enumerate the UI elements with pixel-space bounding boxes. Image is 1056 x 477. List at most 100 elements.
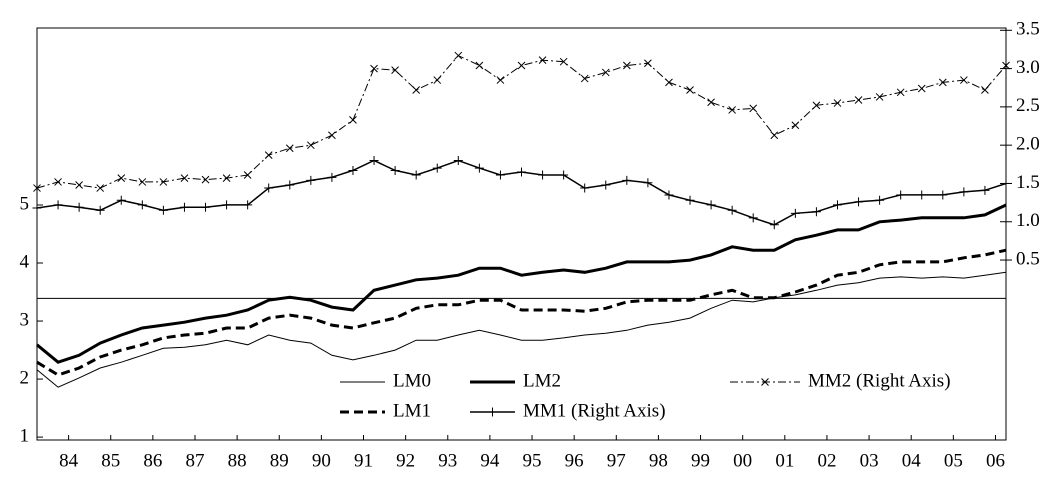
y-tick-label: 5 (20, 193, 30, 214)
series-line (36, 271, 1007, 388)
x-tick-label: 84 (59, 450, 79, 471)
marker (454, 51, 463, 60)
marker (264, 151, 273, 159)
marker (54, 178, 62, 186)
marker (264, 183, 274, 193)
series-line (36, 248, 1007, 377)
marker (811, 207, 821, 217)
marker (95, 205, 105, 215)
marker (707, 98, 715, 107)
x-tick-label: 04 (902, 450, 922, 471)
y2-tick-label: 2.0 (1016, 134, 1040, 155)
x-tick-label: 05 (944, 450, 963, 471)
series-line (36, 203, 1007, 364)
marker (833, 99, 842, 107)
marker (201, 202, 211, 212)
marker (622, 61, 631, 70)
y-tick-label: 3 (20, 309, 30, 330)
x-tick-label: 94 (480, 450, 500, 471)
marker (74, 202, 84, 212)
marker (517, 61, 526, 70)
marker (306, 141, 315, 150)
marker (875, 195, 885, 205)
marker (201, 175, 210, 184)
marker (369, 155, 379, 165)
marker (348, 165, 358, 175)
y2-tick-label: 1.5 (1016, 172, 1040, 193)
marker (53, 200, 63, 210)
marker (243, 171, 252, 179)
marker (981, 86, 989, 94)
marker (1002, 61, 1010, 70)
x-tick-label: 97 (607, 450, 626, 471)
x-tick-label: 99 (691, 450, 710, 471)
x-tick-label: 98 (649, 450, 668, 471)
marker (938, 78, 947, 87)
marker (432, 163, 442, 173)
marker (960, 76, 968, 84)
legend-label: LM0 (393, 370, 431, 391)
legend-label: LM2 (523, 370, 561, 391)
marker (433, 76, 442, 84)
marker (538, 56, 547, 65)
marker (832, 200, 842, 210)
y-tick-label: 1 (20, 425, 30, 446)
marker (391, 66, 399, 74)
marker (896, 190, 906, 200)
x-tick-label: 01 (775, 450, 794, 471)
marker (33, 184, 41, 192)
x-tick-label: 89 (270, 450, 289, 471)
marker (390, 165, 400, 175)
marker (686, 86, 694, 94)
marker (769, 220, 779, 230)
marker (622, 175, 632, 185)
marker (243, 200, 253, 210)
marker (812, 101, 821, 110)
x-tick-label: 06 (986, 450, 1005, 471)
marker (580, 183, 590, 193)
y2-tick-label: 3.0 (1016, 57, 1040, 78)
marker (643, 178, 653, 188)
legend-marker (761, 378, 769, 386)
marker (327, 172, 337, 182)
marker (664, 190, 674, 200)
y-tick-label: 2 (20, 367, 30, 388)
marker (159, 178, 168, 186)
marker (1001, 178, 1011, 188)
y-tick-label: 4 (20, 251, 30, 272)
marker (854, 197, 864, 207)
x-tick-label: 96 (565, 450, 584, 471)
x-tick-label: 03 (860, 450, 879, 471)
marker (559, 170, 569, 180)
marker (179, 202, 189, 212)
marker (285, 144, 294, 153)
marker (601, 68, 610, 77)
x-tick-label: 85 (101, 450, 120, 471)
legend-label: MM1 (Right Axis) (523, 400, 666, 421)
marker (791, 121, 800, 130)
x-tick-label: 86 (143, 450, 162, 471)
marker (495, 170, 505, 180)
marker (790, 208, 800, 218)
marker (875, 93, 884, 101)
marker (727, 205, 737, 215)
marker (706, 200, 716, 210)
marker (137, 200, 147, 210)
marker (517, 167, 526, 177)
marker (117, 174, 126, 182)
marker (474, 163, 484, 173)
marker (96, 184, 105, 192)
x-tick-label: 02 (817, 450, 836, 471)
marker (917, 84, 926, 93)
marker (370, 64, 378, 73)
marker (917, 190, 927, 200)
legend-label: MM2 (Right Axis) (808, 370, 951, 391)
marker (180, 174, 189, 182)
marker (938, 190, 948, 200)
x-tick-label: 00 (733, 450, 752, 471)
marker (285, 180, 295, 190)
marker (959, 187, 969, 197)
x-tick-label: 95 (523, 450, 542, 471)
marker (222, 200, 232, 210)
marker (685, 195, 695, 205)
